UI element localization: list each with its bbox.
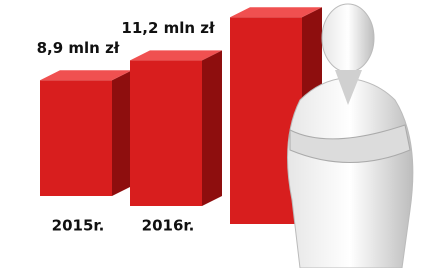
bar [130, 60, 202, 206]
value-label: 11,2 mln zł [121, 19, 215, 37]
value-label: 8,9 mln zł [37, 39, 120, 57]
bar [40, 80, 112, 196]
chart: 8,9 mln zł 2015r. 11,2 mln zł 2016r. [0, 0, 422, 268]
bars: 8,9 mln zł 2015r. 11,2 mln zł 2016r. [37, 7, 322, 234]
bar-side [202, 50, 222, 206]
category-label: 2016r. [142, 217, 195, 235]
category-label: 2015r. [52, 217, 105, 235]
bar-side [112, 70, 132, 196]
